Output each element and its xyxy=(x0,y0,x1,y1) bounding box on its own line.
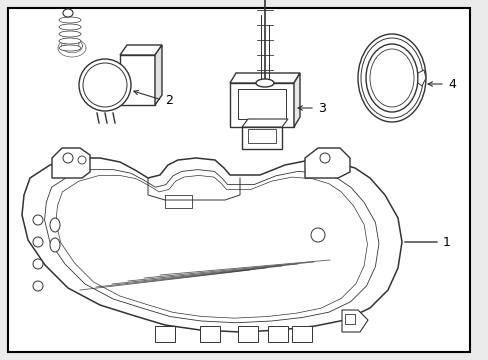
Bar xyxy=(238,89,285,119)
Polygon shape xyxy=(242,119,287,127)
Polygon shape xyxy=(120,45,162,55)
Polygon shape xyxy=(417,70,425,86)
Ellipse shape xyxy=(256,79,273,87)
Ellipse shape xyxy=(59,24,81,30)
Ellipse shape xyxy=(59,17,81,23)
Polygon shape xyxy=(341,310,367,332)
Text: 1: 1 xyxy=(442,235,450,248)
Ellipse shape xyxy=(59,45,81,51)
Ellipse shape xyxy=(360,38,422,118)
Polygon shape xyxy=(56,175,366,318)
Circle shape xyxy=(33,259,43,269)
Bar xyxy=(200,326,220,342)
Bar xyxy=(242,127,282,149)
Bar xyxy=(238,326,258,342)
Polygon shape xyxy=(229,73,299,83)
Polygon shape xyxy=(52,148,90,178)
Ellipse shape xyxy=(63,153,73,163)
Polygon shape xyxy=(44,170,378,323)
Ellipse shape xyxy=(59,31,81,37)
Circle shape xyxy=(33,237,43,247)
Polygon shape xyxy=(305,148,349,178)
Bar xyxy=(267,326,287,342)
Text: 2: 2 xyxy=(164,94,173,107)
Text: 3: 3 xyxy=(317,102,325,114)
Ellipse shape xyxy=(50,218,60,232)
Ellipse shape xyxy=(319,153,329,163)
Polygon shape xyxy=(120,55,155,105)
Text: 4: 4 xyxy=(447,77,455,90)
Ellipse shape xyxy=(365,44,417,112)
Polygon shape xyxy=(155,45,162,105)
Polygon shape xyxy=(22,158,401,332)
Bar xyxy=(291,326,311,342)
Ellipse shape xyxy=(357,34,425,122)
Bar xyxy=(155,326,175,342)
Bar xyxy=(345,314,354,324)
Polygon shape xyxy=(293,73,299,127)
Bar xyxy=(247,129,275,143)
Circle shape xyxy=(310,228,325,242)
Circle shape xyxy=(33,281,43,291)
Ellipse shape xyxy=(83,63,127,107)
Ellipse shape xyxy=(59,38,81,44)
Ellipse shape xyxy=(63,9,73,17)
Circle shape xyxy=(33,215,43,225)
Ellipse shape xyxy=(79,59,131,111)
Circle shape xyxy=(78,156,86,164)
Ellipse shape xyxy=(50,238,60,252)
Ellipse shape xyxy=(369,49,413,107)
Bar xyxy=(229,83,293,127)
